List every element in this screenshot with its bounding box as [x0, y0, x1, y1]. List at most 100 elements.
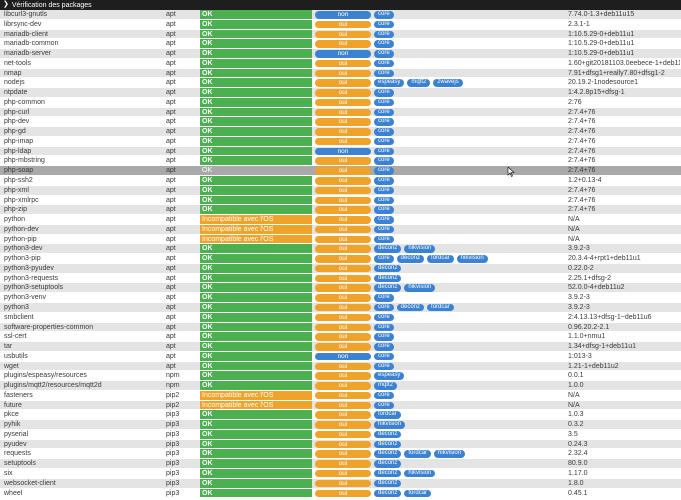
- plugin-badge: fordcar: [427, 303, 454, 312]
- plugin-badge: hikvision: [374, 421, 406, 429]
- remark-badge: oui: [315, 245, 371, 253]
- plugin-list: core: [374, 167, 394, 175]
- plugin-badge: zwavejs: [433, 79, 463, 87]
- status-cell: OK: [200, 381, 312, 390]
- status-cell: OK: [200, 361, 312, 371]
- package-version: 2.3.1-1: [568, 20, 590, 28]
- plugin-badge: core: [374, 147, 394, 156]
- package-version: 20.3.4-4+rpt1+deb11u1: [568, 255, 641, 263]
- package-type: apt: [166, 50, 176, 58]
- package-name: php-xml: [4, 186, 29, 194]
- package-name: python3: [4, 303, 29, 311]
- package-type: apt: [166, 225, 176, 233]
- table-row: mariadb-common apt OK oui core 1:10.5.29-0+de…: [0, 39, 681, 50]
- table-row: ntpdate apt OK oui core 1:4.2.8p15+dfsg-1: [0, 88, 681, 98]
- plugin-badge: hikvision: [404, 245, 436, 253]
- plugin-list: deconz hikvision: [374, 469, 436, 478]
- plugin-list: core: [374, 137, 394, 146]
- plugin-badge: core: [374, 206, 394, 214]
- package-name: fasteners: [4, 391, 33, 399]
- remark-badge: oui: [315, 20, 371, 29]
- table-row: requests pip3 OK oui deconz fordcar hikvision 2…: [0, 449, 681, 460]
- package-name: pyserial: [4, 430, 29, 438]
- package-version: 2:4.13.13+dfsg-1~deb11u6: [568, 313, 652, 321]
- status-cell: OK: [200, 254, 312, 263]
- plugin-list: core: [374, 30, 394, 39]
- plugin-list: core: [374, 206, 394, 214]
- table-row: php-ldap apt OK non core 2:7.4+76: [0, 146, 681, 157]
- plugin-list: core: [374, 59, 394, 68]
- package-name: python3-venv: [4, 294, 47, 302]
- remark-badge: oui: [315, 186, 371, 195]
- package-version: 80.9.0: [568, 460, 588, 468]
- plugin-list: core deconz fordcar: [374, 303, 454, 312]
- plugin-badge: core: [374, 186, 394, 195]
- panel-title: Vérification des packages: [11, 1, 92, 9]
- package-name: pyhik: [4, 421, 21, 429]
- package-name: net-tools: [4, 59, 31, 67]
- plugin-list: core: [374, 69, 394, 78]
- status-cell: OK: [200, 293, 312, 302]
- package-name: nmap: [4, 69, 22, 77]
- status-cell: OK: [200, 78, 312, 88]
- panel-header[interactable]: ❯ Vérification des packages: [0, 0, 681, 10]
- status-cell: OK: [200, 332, 312, 342]
- status-cell: OK: [200, 39, 312, 49]
- plugin-list: core: [374, 196, 394, 205]
- package-name: plugins/mqtt2/resources/mqtt2d: [4, 382, 102, 390]
- status-cell: OK: [200, 107, 312, 117]
- package-type: apt: [166, 274, 176, 282]
- status-cell: Incompatible avec l'OS: [200, 400, 312, 410]
- mouse-cursor-icon: [507, 167, 515, 177]
- plugin-list: espeasy: [374, 372, 405, 380]
- package-name: php-gd: [4, 128, 26, 136]
- remark-badge: oui: [315, 98, 371, 107]
- package-version: 1.0.0: [568, 382, 584, 390]
- status-cell: OK: [200, 459, 312, 468]
- plugin-list: core: [374, 118, 394, 126]
- package-type: apt: [166, 11, 176, 18]
- plugin-list: core: [374, 147, 394, 156]
- plugin-badge: core: [374, 362, 394, 371]
- remark-badge: oui: [315, 79, 371, 87]
- package-version: 1.1.0+nmu1: [568, 333, 606, 341]
- package-version: N/A: [568, 225, 580, 233]
- package-type: apt: [166, 177, 176, 185]
- remark-badge: oui: [315, 372, 371, 380]
- packages-table: libcurl3-gnutls apt OK non core 7.74.0-1.3+de…: [0, 10, 681, 499]
- status-cell: Incompatible avec l'OS: [200, 234, 312, 244]
- package-name: pyudev: [4, 440, 27, 448]
- plugin-badge: core: [374, 235, 394, 244]
- plugin-list: core deconz fordcar hikvision: [374, 255, 488, 263]
- package-type: apt: [166, 362, 176, 370]
- package-type: apt: [166, 323, 176, 331]
- package-type: pip3: [166, 440, 180, 448]
- plugin-list: core: [374, 216, 394, 224]
- package-name: usbutils: [4, 352, 28, 360]
- table-row: php-soap apt OK oui core 2:7.4+76: [0, 166, 681, 177]
- plugin-badge: core: [374, 391, 394, 400]
- remark-badge: oui: [315, 177, 371, 185]
- package-version: 2.25.1+dfsg-2: [568, 274, 612, 282]
- package-type: apt: [166, 245, 176, 253]
- package-version: 1:10.5.29-0+deb11u1: [568, 30, 635, 38]
- package-name: software-properties-common: [4, 323, 94, 331]
- plugin-badge: core: [374, 157, 394, 165]
- package-name: php-ssh2: [4, 177, 33, 185]
- plugin-badge: core: [374, 294, 394, 302]
- plugin-list: core: [374, 98, 394, 107]
- package-type: pip3: [166, 430, 180, 438]
- plugin-list: core: [374, 108, 394, 117]
- status-cell: OK: [200, 68, 312, 78]
- table-row: php-curl apt OK oui core 2:7.4+76: [0, 107, 681, 118]
- plugin-list: deconz: [374, 264, 402, 273]
- table-row: smbclient apt OK oui core 2:4.13.13+dfsg-1~de…: [0, 312, 681, 323]
- plugin-list: core: [374, 186, 394, 195]
- remark-badge: oui: [315, 411, 371, 419]
- table-row: mariadb-client apt OK oui core 1:10.5.29-0+de…: [0, 29, 681, 40]
- remark-badge: oui: [315, 108, 371, 117]
- package-version: N/A: [568, 216, 580, 224]
- status-cell: OK: [200, 468, 312, 478]
- plugin-badge: deconz: [374, 440, 402, 449]
- table-row: wget apt OK oui core 1.21-1+deb11u2: [0, 361, 681, 372]
